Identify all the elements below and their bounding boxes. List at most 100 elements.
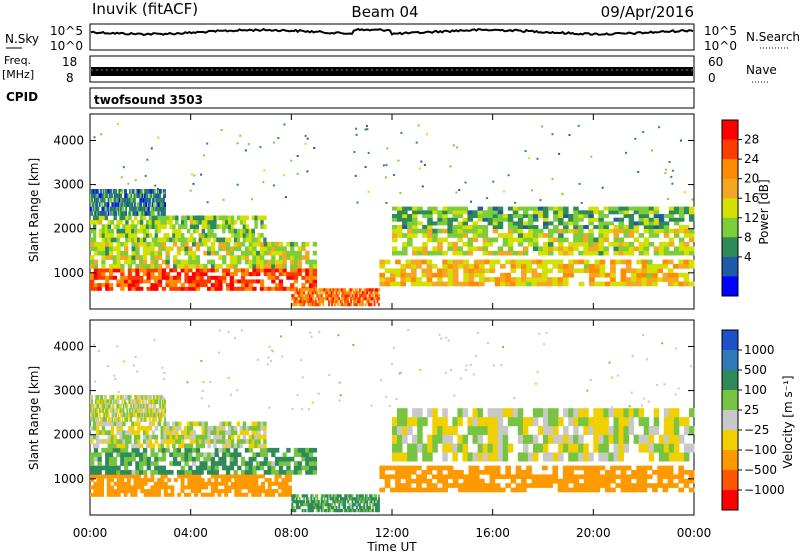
data-cell <box>304 503 307 507</box>
data-cell <box>369 500 372 504</box>
data-cell <box>497 434 504 444</box>
data-cell <box>129 202 131 207</box>
data-cell <box>154 250 159 256</box>
data-cell <box>106 399 109 405</box>
data-cell <box>300 288 303 292</box>
data-cell <box>422 246 428 252</box>
data-cell <box>242 237 247 243</box>
data-cell <box>361 497 364 501</box>
data-cell <box>120 202 122 207</box>
data-cell <box>312 279 317 284</box>
data-cell <box>307 294 310 298</box>
data-cell <box>437 434 443 444</box>
data-cell <box>422 214 428 218</box>
data-cell <box>139 275 144 280</box>
data-cell <box>532 206 539 211</box>
data-cell <box>125 215 129 221</box>
data-cell <box>110 197 112 203</box>
data-cell <box>222 443 226 449</box>
data-cell <box>225 452 231 458</box>
data-cell <box>473 483 480 488</box>
data-cell <box>98 193 101 199</box>
data-cell <box>342 288 345 292</box>
data-cell <box>207 259 212 265</box>
data-cell <box>144 417 146 422</box>
data-cell <box>308 461 314 466</box>
data-cell <box>159 202 161 207</box>
data-cell <box>152 202 155 207</box>
data-cell <box>662 272 669 278</box>
data-cell <box>161 211 164 216</box>
data-cell <box>317 509 320 513</box>
data-cell <box>122 439 126 444</box>
data-cell <box>111 211 114 216</box>
data-cell <box>653 228 660 234</box>
data-cell <box>257 237 261 243</box>
data-cell <box>422 225 428 229</box>
sparse-echo <box>240 329 243 332</box>
data-cell <box>216 425 220 431</box>
data-cell <box>134 434 138 440</box>
data-cell <box>93 272 99 277</box>
data-cell <box>376 300 379 304</box>
data-cell <box>135 246 140 252</box>
data-cell <box>278 279 284 284</box>
data-cell <box>213 430 217 435</box>
data-cell <box>218 461 223 466</box>
data-cell <box>149 417 151 422</box>
data-cell <box>442 281 448 287</box>
data-cell <box>157 408 160 413</box>
data-cell <box>573 228 579 234</box>
data-cell <box>477 443 484 453</box>
data-cell <box>116 403 119 409</box>
data-cell <box>515 259 522 265</box>
data-cell <box>180 485 185 490</box>
data-cell <box>100 211 102 216</box>
data-cell <box>298 288 301 292</box>
sparse-echo <box>524 150 527 153</box>
data-cell <box>154 268 159 273</box>
data-cell <box>203 456 208 462</box>
data-cell <box>263 421 267 427</box>
data-cell <box>563 237 569 243</box>
data-cell <box>531 483 538 488</box>
data-cell <box>322 303 325 307</box>
data-cell <box>312 470 317 475</box>
data-cell <box>303 500 306 504</box>
data-cell <box>204 425 208 431</box>
data-cell <box>379 259 386 265</box>
data-cell <box>392 228 398 234</box>
data-cell <box>229 465 234 471</box>
data-cell <box>467 241 473 247</box>
data-cell <box>305 447 310 453</box>
data-cell <box>373 503 376 507</box>
data-cell <box>165 275 170 280</box>
data-cell <box>583 210 589 215</box>
data-cell <box>155 399 158 405</box>
data-cell <box>116 447 121 453</box>
sparse-echo <box>117 390 120 393</box>
data-cell <box>169 430 173 435</box>
data-cell <box>663 425 670 435</box>
data-cell <box>159 399 161 405</box>
data-cell <box>163 399 165 405</box>
data-cell <box>447 268 454 274</box>
data-cell <box>358 288 361 292</box>
data-cell <box>151 215 156 221</box>
data-cell <box>195 224 200 229</box>
data-cell <box>303 503 306 507</box>
data-cell <box>282 264 287 269</box>
y-tick-label: 3000 <box>53 178 84 192</box>
data-cell <box>288 474 292 479</box>
data-cell <box>92 403 95 409</box>
data-cell <box>261 474 265 479</box>
data-cell <box>312 268 317 273</box>
data-cell <box>137 403 140 409</box>
data-cell <box>137 206 140 212</box>
data-cell <box>329 288 332 292</box>
data-cell <box>358 294 361 298</box>
data-cell <box>369 288 372 292</box>
data-cell <box>328 494 330 498</box>
data-cell <box>108 264 114 269</box>
sparse-echo <box>136 370 139 373</box>
